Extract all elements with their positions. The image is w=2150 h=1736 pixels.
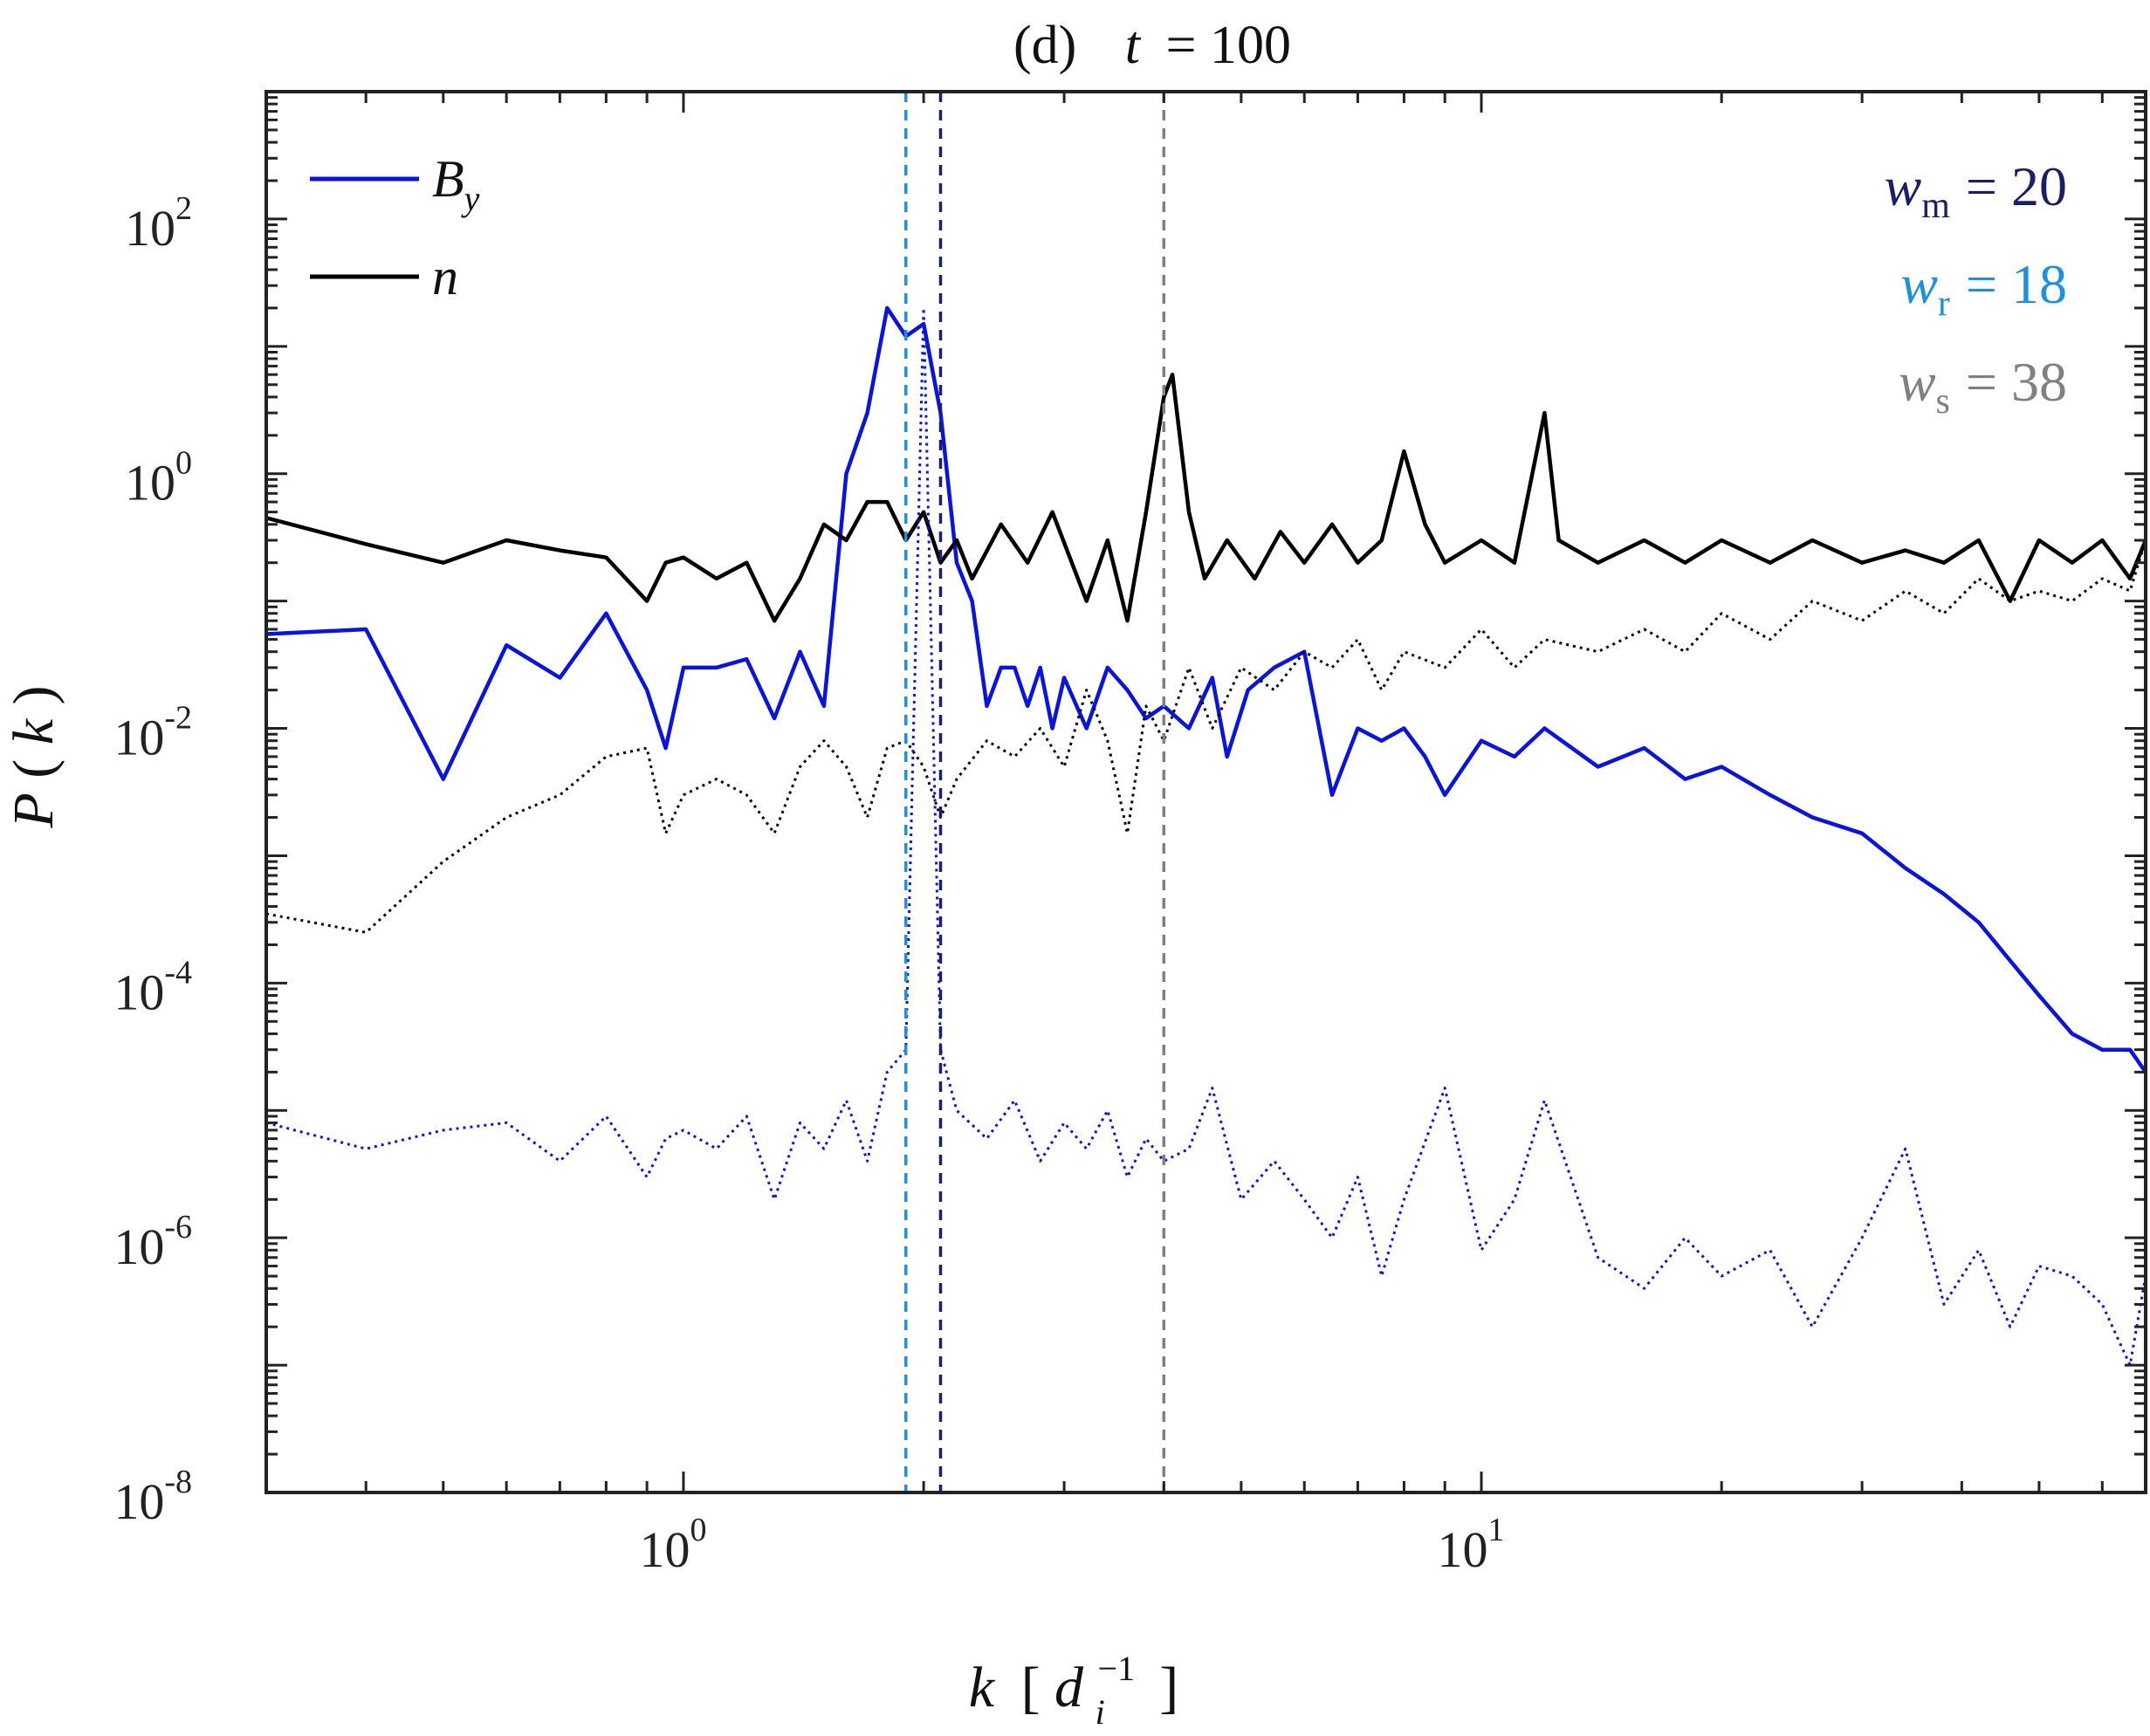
x-axis-label-sup: −1 <box>1098 1649 1136 1688</box>
annotation-sub: s <box>1936 381 1950 422</box>
annotation-eq: = 38 <box>1966 351 2067 413</box>
y-tick-label-exp: 2 <box>175 190 192 227</box>
annotation-eq: = 20 <box>1966 155 2067 217</box>
reference-lines <box>904 92 1166 1492</box>
annotation: ws = 38 <box>1899 351 2067 422</box>
chart-title-var: t <box>1125 16 1142 75</box>
legend-label-sub: y <box>461 179 480 218</box>
y-tick-label: 10-2 <box>113 700 192 766</box>
y-tick-label: 10-8 <box>113 1464 192 1530</box>
x-tick-label-base: 10 <box>1438 1521 1488 1578</box>
y-tick-label-exp: -2 <box>164 700 192 737</box>
legend-label-main: B <box>432 150 464 208</box>
legend-label-main: n <box>432 248 458 305</box>
x-tick-label-base: 10 <box>639 1521 690 1578</box>
annotation-eq: = 18 <box>1966 253 2067 315</box>
y-tick-label-base: 10 <box>113 710 164 766</box>
y-tick-label-base: 10 <box>113 1473 164 1530</box>
y-tick-label-exp: -4 <box>164 954 192 991</box>
x-tick-label: 100 <box>639 1512 706 1578</box>
x-axis-label-close: ] <box>1159 1656 1178 1719</box>
chart-title: (d) t = 100 <box>1013 16 1291 75</box>
annotation: wr = 18 <box>1900 253 2067 324</box>
legend: Byn <box>310 150 480 305</box>
axes <box>264 90 2147 1494</box>
legend-label: By <box>432 150 480 218</box>
annotation-var: w <box>1900 253 1938 315</box>
axes-box <box>264 90 2147 1494</box>
y-tick-label: 102 <box>125 190 192 257</box>
y-tick-label-base: 10 <box>125 200 175 257</box>
x-axis-label-inner: d <box>1054 1656 1084 1719</box>
y-axis-label-arg: k <box>2 717 65 744</box>
x-ticks: 100 101 <box>264 92 2104 1578</box>
y-tick-label-exp: -8 <box>164 1464 192 1500</box>
y-axis-label-open: ( <box>2 759 65 779</box>
series-line-0 <box>266 305 2146 1074</box>
annotation: wm = 20 <box>1885 155 2067 226</box>
y-tick-label: 100 <box>125 445 192 511</box>
x-axis-label-var: k <box>969 1656 996 1719</box>
x-tick-label-exp: 0 <box>690 1512 706 1548</box>
y-tick-label-base: 10 <box>125 455 175 511</box>
chart-title-eq: = 100 <box>1166 16 1291 75</box>
y-tick-label-exp: -6 <box>164 1209 192 1245</box>
x-tick-label: 101 <box>1438 1512 1505 1578</box>
annotation-var: w <box>1885 155 1922 217</box>
y-tick-label-exp: 0 <box>175 445 192 482</box>
annotation-var: w <box>1899 351 1936 413</box>
annotation-sub: r <box>1938 284 1950 324</box>
chart-title-panel: (d) <box>1013 16 1076 75</box>
x-tick-label-exp: 1 <box>1488 1512 1505 1548</box>
y-tick-label-base: 10 <box>113 1218 164 1275</box>
plot-lines <box>266 305 2146 1367</box>
y-tick-label: 10-4 <box>113 954 192 1020</box>
x-axis-label-open: [ <box>1021 1656 1041 1719</box>
y-tick-label-base: 10 <box>113 964 164 1020</box>
y-axis-label-var: P <box>2 793 65 828</box>
y-axis-label: P ( k ) <box>2 685 65 828</box>
y-tick-label: 10-6 <box>113 1209 192 1275</box>
legend-label: n <box>432 248 458 305</box>
annotation-sub: m <box>1921 186 1950 226</box>
x-axis-label-sub: i <box>1096 1692 1105 1732</box>
series-line-1 <box>266 372 2146 623</box>
y-axis-label-close: ) <box>2 685 65 704</box>
x-axis-label: k [ d −1 i ] <box>969 1630 1178 1736</box>
